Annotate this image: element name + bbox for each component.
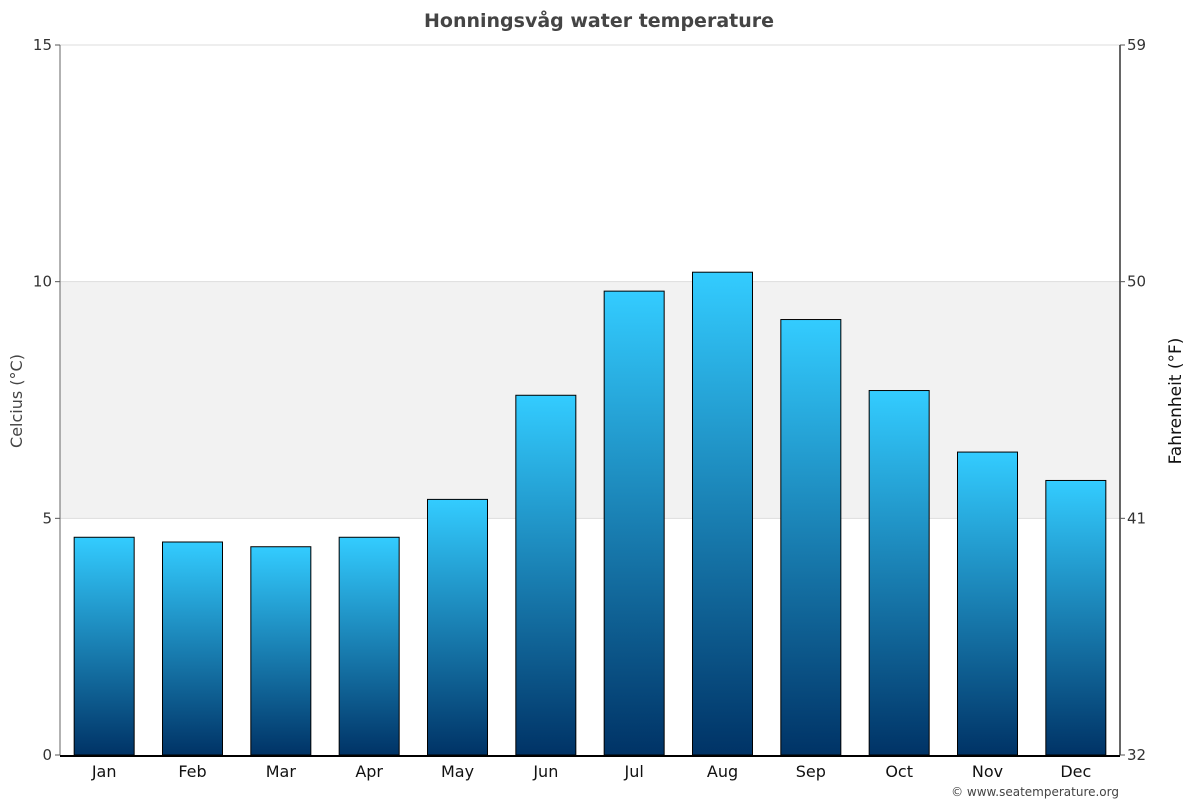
x-tick-label: Mar bbox=[266, 762, 297, 781]
y-axis-label-left: Celcius (°C) bbox=[7, 354, 26, 448]
bar-jun bbox=[515, 394, 577, 756]
bar-may bbox=[427, 498, 488, 756]
bar-jul bbox=[603, 290, 665, 756]
x-tick-label: Jul bbox=[624, 762, 644, 781]
y-ticks-left: 0 5 10 15 bbox=[33, 36, 60, 764]
x-tick-label: Nov bbox=[972, 762, 1003, 781]
y-tick-label-left: 15 bbox=[33, 36, 52, 54]
y-ticks-right: 32 41 50 59 bbox=[1120, 36, 1146, 764]
chart-title: Honningsvåg water temperature bbox=[424, 8, 774, 32]
y-tick-label-right: 32 bbox=[1127, 746, 1146, 764]
y-tick-label-left: 0 bbox=[42, 746, 52, 764]
x-tick-label: Sep bbox=[796, 762, 826, 781]
y-axis-label-right: Fahrenheit (°F) bbox=[1166, 338, 1186, 465]
y-tick-label-right: 59 bbox=[1127, 36, 1146, 54]
x-ticks: Jan Feb Mar Apr May Jun Jul Aug Sep Oct Nov Dec bbox=[91, 762, 1091, 781]
bar-nov bbox=[957, 451, 1018, 756]
x-tick-label: Aug bbox=[707, 762, 738, 781]
bar-oct bbox=[868, 390, 930, 756]
y-tick-label-left: 10 bbox=[33, 273, 52, 291]
x-tick-label: Jan bbox=[91, 762, 117, 781]
x-tick-label: Oct bbox=[885, 762, 913, 781]
x-tick-label: Apr bbox=[355, 762, 383, 781]
bar-aug bbox=[692, 271, 753, 756]
x-tick-label: Dec bbox=[1060, 762, 1091, 781]
bars bbox=[73, 271, 1107, 756]
x-tick-label: May bbox=[441, 762, 474, 781]
bar-mar bbox=[250, 546, 312, 756]
y-tick-label-right: 41 bbox=[1127, 509, 1146, 527]
bar-apr bbox=[338, 536, 400, 756]
gridlines bbox=[60, 44, 1120, 519]
y-tick-label-right: 50 bbox=[1127, 273, 1146, 291]
highlight-band bbox=[60, 281, 1120, 519]
bar-sep bbox=[780, 319, 842, 756]
bar-dec bbox=[1045, 479, 1107, 756]
x-tick-label: Jun bbox=[532, 762, 558, 781]
x-tick-label: Feb bbox=[178, 762, 206, 781]
bar-jan bbox=[73, 536, 135, 756]
credit-text: © www.seatemperature.org bbox=[951, 785, 1119, 799]
bar-feb bbox=[162, 541, 223, 756]
y-tick-label-left: 5 bbox=[42, 509, 52, 527]
